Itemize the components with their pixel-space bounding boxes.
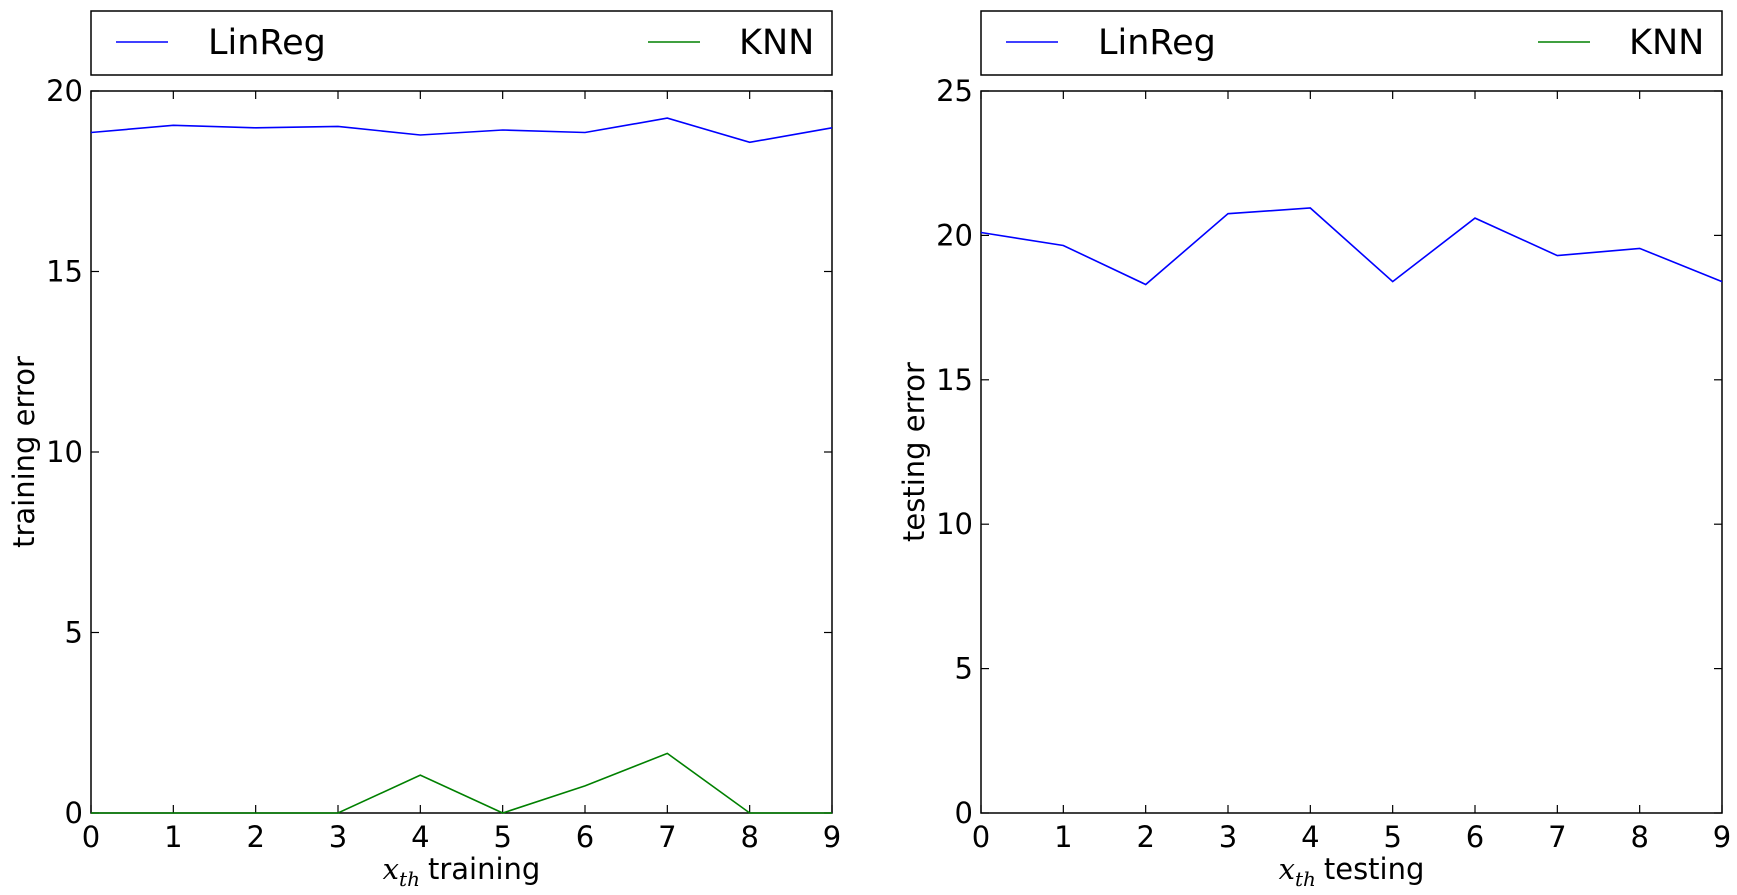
x-tick-label: 1	[1054, 820, 1072, 854]
plot-area-testing	[980, 90, 1723, 814]
x-tick-label: 0	[82, 820, 100, 854]
legend-box	[980, 10, 1723, 76]
y-axis-label-testing: testing error	[897, 362, 931, 542]
x-tick-label: 4	[411, 820, 429, 854]
legend-label-knn: KNN	[739, 23, 814, 63]
x-tick-label: 7	[1548, 820, 1566, 854]
x-tick-label: 6	[576, 820, 594, 854]
y-axis-training: 0 5 10 15 20	[46, 74, 832, 830]
x-tick-label: 1	[164, 820, 182, 854]
legend-label-linreg: LinReg	[1098, 23, 1216, 63]
x-axis-label-training: xth training	[383, 852, 541, 891]
series-line-linreg-training	[90, 117, 833, 144]
y-axis-label-training: training error	[7, 356, 41, 548]
x-axis-label-testing: xth testing	[1279, 852, 1425, 891]
y-tick-label: 0	[65, 796, 83, 830]
series-lines-testing	[980, 207, 1723, 286]
x-axis-training: 0 1 2 3 4 5 6 7 8 9	[82, 91, 841, 854]
training-error-panel: LinReg KNN 0 1 2 3 4 5 6 7 8 9 0 5 10 15 20 xth traini…	[7, 10, 841, 891]
plot-area-training	[90, 90, 833, 814]
series-lines-training	[90, 117, 833, 814]
y-tick-label: 10	[936, 507, 973, 541]
x-tick-label: 2	[246, 820, 264, 854]
y-tick-label: 20	[46, 74, 83, 108]
x-tick-label: 8	[1630, 820, 1648, 854]
y-tick-label: 10	[46, 435, 83, 469]
legend-label-linreg: LinReg	[208, 23, 326, 63]
x-tick-label: 3	[1219, 820, 1237, 854]
x-tick-label: 3	[329, 820, 347, 854]
y-tick-label: 5	[955, 652, 973, 686]
x-tick-label: 7	[658, 820, 676, 854]
legend-testing: LinReg KNN	[980, 10, 1723, 76]
x-tick-label: 4	[1301, 820, 1319, 854]
x-tick-label: 2	[1136, 820, 1154, 854]
testing-error-panel: LinReg KNN 0 1 2 3 4 5 6 7 8 9 0 5 10 15 20 25 xth test…	[897, 10, 1731, 891]
x-tick-label: 5	[1383, 820, 1401, 854]
y-tick-label: 20	[936, 218, 973, 252]
y-tick-label: 15	[936, 363, 973, 397]
series-line-knn-training	[91, 752, 832, 814]
legend-label-knn: KNN	[1629, 23, 1704, 63]
x-tick-label: 5	[493, 820, 511, 854]
x-tick-label: 9	[823, 820, 841, 854]
y-tick-label: 15	[46, 255, 83, 289]
y-tick-label: 25	[936, 74, 973, 108]
x-tick-label: 8	[740, 820, 758, 854]
y-axis-testing: 0 5 10 15 20 25	[936, 74, 1722, 830]
legend-box	[90, 10, 833, 76]
y-tick-label: 0	[955, 796, 973, 830]
x-tick-label: 9	[1713, 820, 1731, 854]
x-tick-label: 0	[972, 820, 990, 854]
legend-training: LinReg KNN	[90, 10, 833, 76]
x-tick-label: 6	[1466, 820, 1484, 854]
series-line-linreg-testing	[980, 207, 1723, 286]
y-tick-label: 5	[65, 616, 83, 650]
x-axis-testing: 0 1 2 3 4 5 6 7 8 9	[972, 91, 1731, 854]
